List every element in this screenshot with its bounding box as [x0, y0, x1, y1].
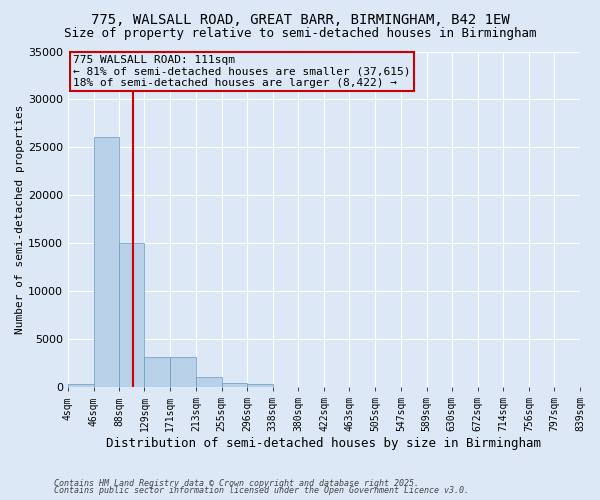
Y-axis label: Number of semi-detached properties: Number of semi-detached properties: [15, 104, 25, 334]
Bar: [145, 358, 170, 387]
Bar: [94, 137, 119, 387]
Text: Contains HM Land Registry data © Crown copyright and database right 2025.: Contains HM Land Registry data © Crown c…: [54, 478, 419, 488]
Bar: [196, 376, 222, 387]
Text: Contains public sector information licensed under the Open Government Licence v3: Contains public sector information licen…: [54, 486, 469, 495]
Text: 775 WALSALL ROAD: 111sqm
← 81% of semi-detached houses are smaller (37,615)
18% : 775 WALSALL ROAD: 111sqm ← 81% of semi-d…: [73, 55, 410, 88]
Bar: [119, 244, 145, 387]
X-axis label: Distribution of semi-detached houses by size in Birmingham: Distribution of semi-detached houses by …: [106, 437, 541, 450]
Bar: [170, 358, 196, 387]
Bar: [247, 384, 272, 387]
Text: Size of property relative to semi-detached houses in Birmingham: Size of property relative to semi-detach…: [64, 28, 536, 40]
Bar: [68, 384, 94, 387]
Text: 775, WALSALL ROAD, GREAT BARR, BIRMINGHAM, B42 1EW: 775, WALSALL ROAD, GREAT BARR, BIRMINGHA…: [91, 12, 509, 26]
Bar: [222, 384, 247, 387]
